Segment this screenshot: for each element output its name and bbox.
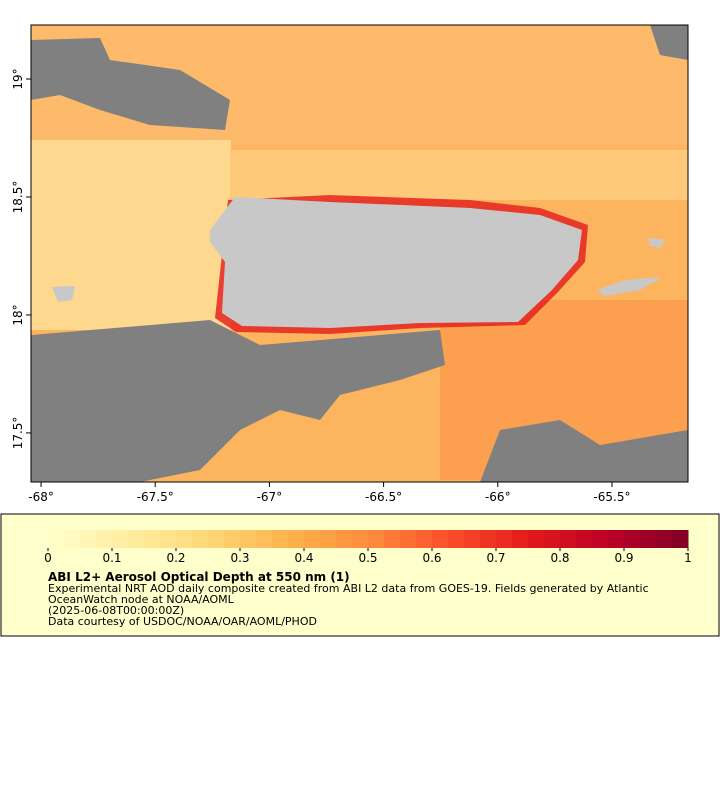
aod-field xyxy=(230,150,688,200)
x-tick-label: -67° xyxy=(257,490,283,504)
colorbar-tick-label: 0.9 xyxy=(614,551,633,565)
colorbar-swatch xyxy=(336,530,353,548)
colorbar-swatch xyxy=(448,530,465,548)
colorbar-swatch xyxy=(368,530,385,548)
legend-note: (2025-06-08T00:00:00Z) xyxy=(48,604,184,617)
colorbar-swatch xyxy=(176,530,193,548)
legend-note: Experimental NRT AOD daily composite cre… xyxy=(48,582,649,595)
colorbar-swatch xyxy=(304,530,321,548)
y-tick-label: 18.5° xyxy=(11,181,25,214)
land-puerto-rico xyxy=(210,197,582,328)
colorbar-swatch xyxy=(320,530,337,548)
x-tick-label: -66° xyxy=(485,490,511,504)
colorbar-swatch xyxy=(544,530,561,548)
map-raster xyxy=(31,25,688,482)
colorbar-tick-label: 0.7 xyxy=(486,551,505,565)
colorbar-tick-label: 0 xyxy=(44,551,52,565)
colorbar-swatch xyxy=(640,530,657,548)
colorbar-swatch xyxy=(192,530,209,548)
y-tick-label: 18° xyxy=(11,304,25,325)
colorbar-swatch xyxy=(352,530,369,548)
colorbar-swatch xyxy=(400,530,417,548)
land-mona xyxy=(52,286,75,302)
no-data xyxy=(650,25,688,60)
x-tick-label: -66.5° xyxy=(365,490,402,504)
colorbar-tick-label: 0.3 xyxy=(230,551,249,565)
legend-note: Data courtesy of USDOC/NOAA/OAR/AOML/PHO… xyxy=(48,615,317,628)
colorbar-swatch xyxy=(672,530,689,548)
colorbar-swatch xyxy=(656,530,673,548)
colorbar-swatch xyxy=(272,530,289,548)
colorbar-tick-label: 0.4 xyxy=(294,551,313,565)
colorbar-swatch xyxy=(64,530,81,548)
colorbar-tick-label: 1 xyxy=(684,551,692,565)
colorbar-swatch xyxy=(560,530,577,548)
colorbar-swatch xyxy=(112,530,129,548)
legend-note: OceanWatch node at NOAA/AOML xyxy=(48,593,235,606)
y-tick-label: 19° xyxy=(11,68,25,89)
colorbar-swatch xyxy=(576,530,593,548)
colorbar-swatch xyxy=(96,530,113,548)
colorbar-swatch xyxy=(384,530,401,548)
colorbar-tick-label: 0.6 xyxy=(422,551,441,565)
no-data xyxy=(31,38,230,130)
colorbar-tick-label: 0.2 xyxy=(166,551,185,565)
colorbar-swatch xyxy=(416,530,433,548)
y-tick-label: 17.5° xyxy=(11,417,25,450)
x-tick-label: -65.5° xyxy=(593,490,630,504)
legend-title: ABI L2+ Aerosol Optical Depth at 550 nm … xyxy=(48,570,350,584)
colorbar-tick-label: 0.5 xyxy=(358,551,377,565)
colorbar-swatch xyxy=(464,530,481,548)
colorbar-swatch xyxy=(80,530,97,548)
land-culebra xyxy=(648,238,665,248)
x-tick-label: -68° xyxy=(28,490,54,504)
colorbar-swatch xyxy=(288,530,305,548)
colorbar-swatch xyxy=(256,530,273,548)
colorbar-swatch xyxy=(128,530,145,548)
no-data xyxy=(31,320,445,482)
colorbar-swatch xyxy=(48,530,65,548)
colorbar-swatch xyxy=(624,530,641,548)
colorbar-swatch xyxy=(144,530,161,548)
colorbar-swatch xyxy=(496,530,513,548)
land-vieques xyxy=(597,277,662,296)
colorbar-swatch xyxy=(608,530,625,548)
colorbar-tick-label: 0.1 xyxy=(102,551,121,565)
no-data xyxy=(480,420,688,482)
colorbar-swatch xyxy=(208,530,225,548)
colorbar-swatch xyxy=(160,530,177,548)
colorbar-swatch xyxy=(224,530,241,548)
colorbar-swatch xyxy=(240,530,257,548)
colorbar-swatch xyxy=(512,530,529,548)
map-frame xyxy=(30,24,689,483)
colorbar-swatch xyxy=(480,530,497,548)
colorbar-swatch xyxy=(528,530,545,548)
colorbar-swatch xyxy=(592,530,609,548)
x-tick-label: -67.5° xyxy=(137,490,174,504)
colorbar-swatch xyxy=(432,530,449,548)
colorbar-tick-label: 0.8 xyxy=(550,551,569,565)
